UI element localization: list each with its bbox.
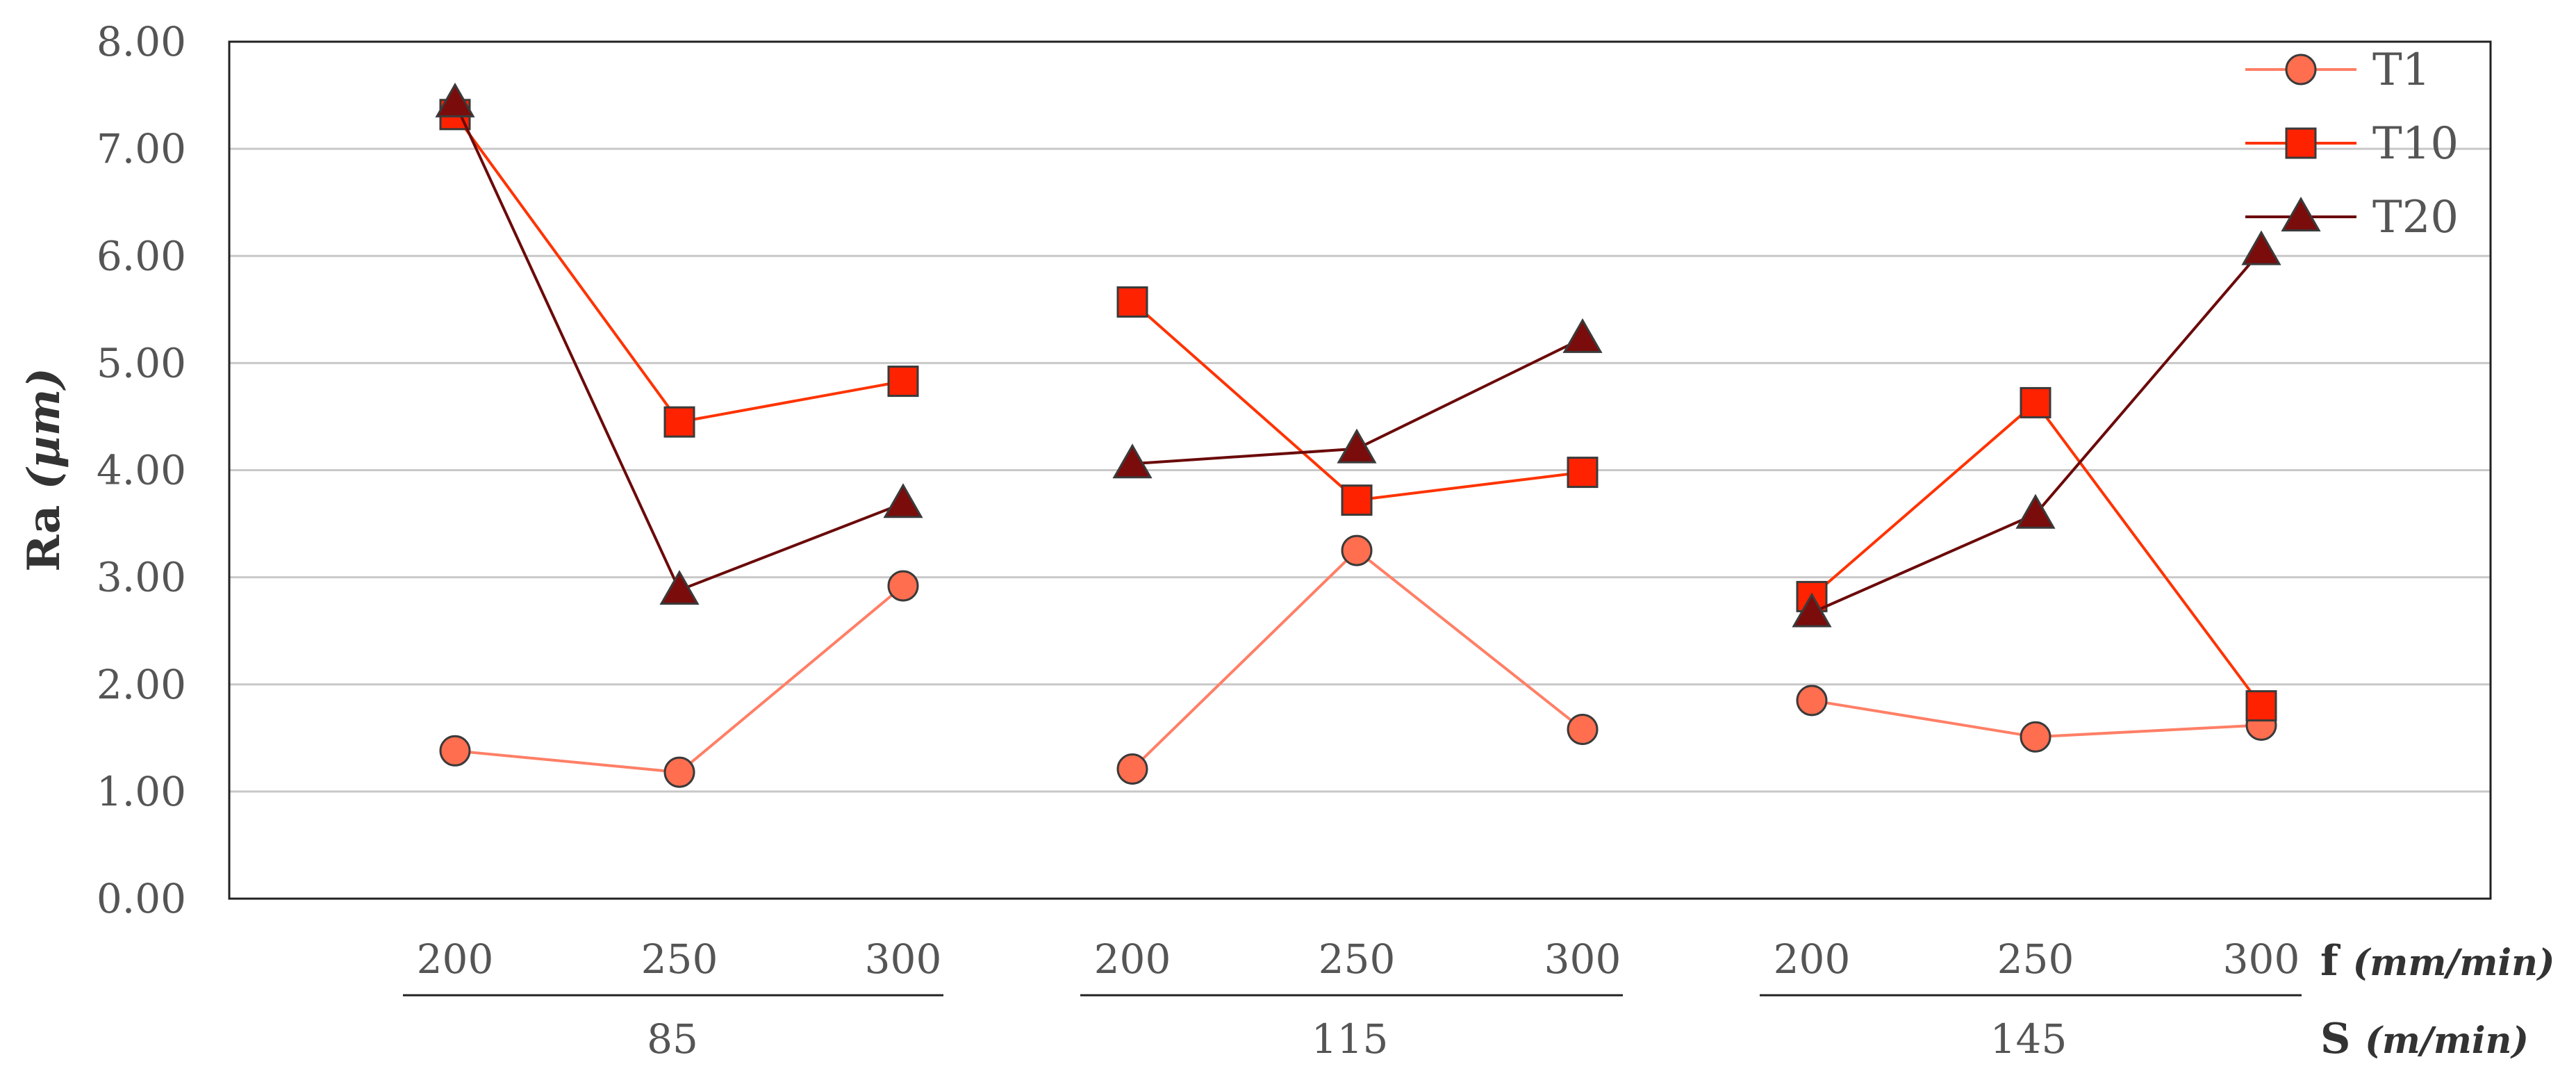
legend-marker-t1 <box>2285 54 2317 85</box>
data-point-t10 <box>887 366 919 398</box>
gridlines <box>229 147 2491 793</box>
data-point-t1 <box>439 735 471 767</box>
data-point-t10 <box>2245 690 2277 722</box>
data-point-t1 <box>1796 685 1828 717</box>
series-t10 <box>439 99 2277 722</box>
legend-marker-t20 <box>2281 196 2321 231</box>
series-line-t20 <box>454 102 904 592</box>
series-line-t20 <box>1811 250 2263 614</box>
data-point-t20 <box>1792 592 1832 628</box>
x-tick-label-f: 200 <box>1774 935 1851 983</box>
data-point-t1 <box>663 756 695 788</box>
y-tick-labels: 0.00 1.00 2.00 3.00 4.00 5.00 6.00 7.00 8.00 <box>97 18 186 922</box>
x-tick-label-f: 200 <box>417 935 494 983</box>
data-point-t10 <box>1341 484 1373 516</box>
y-tick-label: 0.00 <box>97 875 186 922</box>
series-t20 <box>435 82 2281 628</box>
x-tick-label-f: 200 <box>1094 935 1171 983</box>
data-point-t1 <box>1116 753 1148 785</box>
data-point-t20 <box>1112 443 1153 479</box>
x-group-label-s: 115 <box>1312 1015 1389 1063</box>
data-point-t1 <box>2020 721 2051 753</box>
y-tick-label: 3.00 <box>97 554 186 601</box>
legend-label: T1 <box>2372 44 2430 96</box>
y-tick-label: 5.00 <box>97 339 186 386</box>
data-point-t20 <box>435 82 475 117</box>
legend-marker-t10 <box>2285 127 2317 159</box>
x-group-label-s: 85 <box>647 1015 698 1063</box>
x-axis-labels: 200 250 300 85 200 250 300 115 200 250 300 145 <box>403 935 2302 1063</box>
x-tick-label-f: 250 <box>641 935 718 983</box>
y-tick-label: 1.00 <box>97 768 186 815</box>
data-point-t10 <box>2020 386 2051 418</box>
plot-area-border <box>228 40 2492 900</box>
data-point-t1 <box>887 570 919 602</box>
y-tick-label: 6.00 <box>97 232 186 279</box>
data-point-t20 <box>883 483 923 518</box>
data-point-t20 <box>2015 493 2056 529</box>
x-tick-label-f: 300 <box>1544 935 1621 983</box>
data-point-t20 <box>659 570 700 605</box>
series-t1 <box>439 534 2277 788</box>
x-axis-s-label: S (m/min) <box>2320 1015 2529 1063</box>
legend-label: T20 <box>2372 192 2459 243</box>
y-axis-label: Ra (µm) <box>18 368 70 572</box>
legend-label: T10 <box>2372 118 2459 170</box>
data-point-t20 <box>2241 230 2281 265</box>
y-axis-unit: (µm) <box>18 368 70 489</box>
series-layer <box>435 82 2281 788</box>
x-axis-f-label: f (mm/min) <box>2320 937 2555 986</box>
y-tick-label: 2.00 <box>97 661 186 708</box>
y-tick-label: 4.00 <box>97 447 186 494</box>
x-tick-label-f: 300 <box>865 935 942 983</box>
y-tick-label: 7.00 <box>97 125 186 172</box>
data-point-t20 <box>1562 318 1603 353</box>
data-point-t20 <box>1337 428 1377 464</box>
x-tick-label-f: 250 <box>1997 935 2074 983</box>
data-point-t1 <box>1341 534 1373 566</box>
legend: T1 T10 T20 <box>2245 44 2459 243</box>
data-point-t10 <box>1567 457 1599 489</box>
data-point-t1 <box>1567 713 1599 745</box>
series-line-t10 <box>454 113 904 424</box>
series-line-t1 <box>1131 548 1584 770</box>
y-tick-label: 8.00 <box>97 18 186 65</box>
data-point-t10 <box>663 406 695 438</box>
x-group-label-s: 145 <box>1990 1015 2067 1063</box>
series-line-t1 <box>454 584 905 774</box>
x-tick-label-f: 250 <box>1319 935 1396 983</box>
x-tick-label-f: 300 <box>2223 935 2300 983</box>
series-line-t10 <box>1810 400 2263 707</box>
data-point-t10 <box>1116 286 1148 318</box>
